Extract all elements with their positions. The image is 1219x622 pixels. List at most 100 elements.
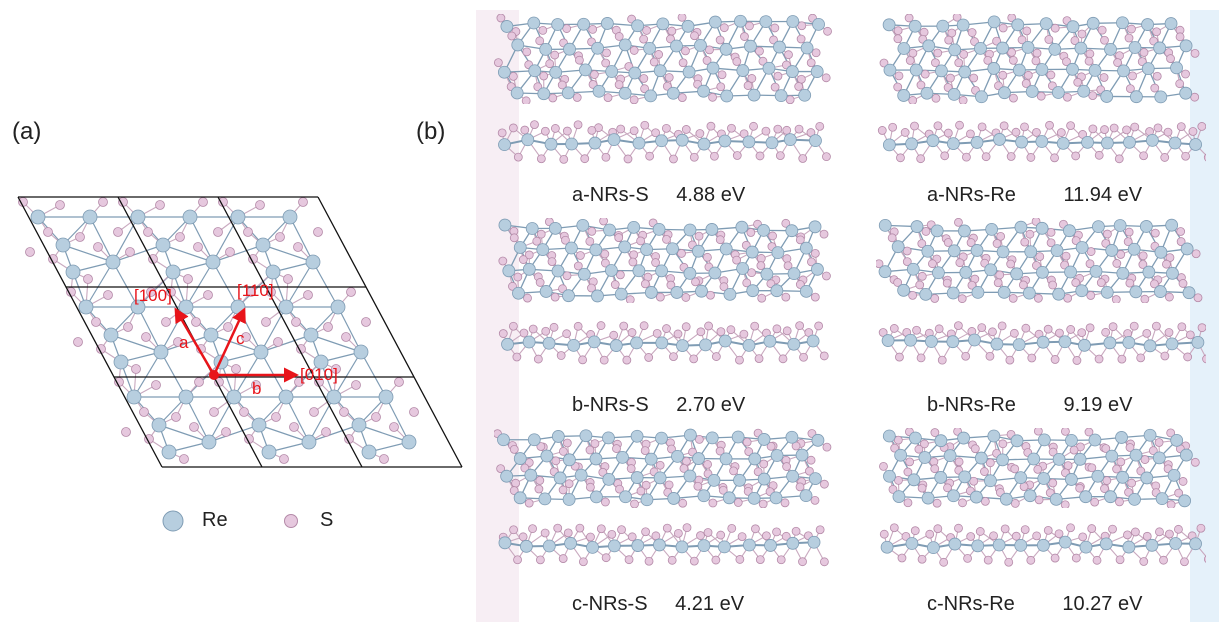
s-atom [954,457,964,467]
re-atom [969,490,983,504]
s-atom [535,36,545,46]
bond [260,334,312,353]
re-atom [957,431,971,445]
s-atom [778,354,788,364]
s-atom [1183,352,1193,362]
re-atom [632,136,646,150]
s-atom [718,485,728,495]
re-atom [1122,336,1136,349]
s-atom [524,498,534,508]
re-atom [934,434,948,448]
s-atom [572,93,582,102]
s-atom [651,128,661,138]
re-atom [1122,540,1136,554]
s-atom [629,126,639,136]
s-atom [321,427,331,437]
s-atom [696,531,705,540]
s-atom [810,495,820,505]
s-atom [1136,353,1146,363]
re-atom [736,64,750,77]
re-atom [773,40,786,54]
s-atom [1166,54,1175,63]
re-atom [936,19,950,33]
s-atom [173,337,183,347]
s-atom [1009,93,1018,103]
caption-c-nrs-re: c-NRs-Re 10.27 eV [927,593,1142,616]
s-atom [1124,227,1134,237]
s-atom [331,364,341,374]
left-highlight-strip [476,10,519,622]
s-atom [1142,531,1152,541]
lattice-diagram: [100] [110] [010] a c b [17,196,463,468]
s-atom [1103,229,1112,239]
re-atom [652,222,666,236]
s-atom [727,523,737,533]
s-atom [1010,464,1020,474]
re-atom [1039,17,1053,31]
atom-layer [494,428,832,508]
s-atom [794,124,804,134]
s-atom [1109,123,1119,133]
s-atom [988,327,997,337]
s-atom [494,58,503,68]
s-atom [917,239,927,249]
s-atom [1032,531,1042,541]
re-atom [971,539,985,553]
re-atom [997,285,1011,299]
s-atom [534,484,544,494]
re-atom [807,535,821,549]
re-atom [305,254,321,270]
re-atom [551,18,565,31]
bond [360,351,387,398]
s-atom [113,227,123,237]
s-atom [291,317,301,327]
s-atom [639,74,649,83]
s-atom [681,293,691,302]
re-atom [562,493,576,506]
re-atom [958,65,972,79]
re-atom [607,539,621,553]
re-atom [513,491,527,505]
s-atom [549,322,559,332]
s-atom [1123,237,1133,247]
re-atom [1065,433,1078,447]
s-atom [1094,150,1104,160]
s-atom [954,58,964,68]
s-atom [768,231,777,241]
s-atom [623,154,633,164]
s-atom [966,129,975,139]
s-atom [753,467,763,477]
s-atom [213,227,223,237]
re-atom [653,538,666,552]
s-atom [1023,70,1033,80]
re-atom [734,14,747,28]
bond [208,396,235,443]
s-atom [599,218,608,226]
s-atom [1046,238,1056,248]
re-atom [1091,469,1105,483]
s-atom [1087,524,1097,533]
re-atom [539,42,553,56]
re-atom [1052,287,1066,301]
s-atom [550,292,560,302]
re-atom [968,333,981,347]
s-atom [962,152,971,162]
bond [312,261,339,308]
re-atom [1141,18,1154,31]
s-atom [25,247,35,257]
s-atom [1033,428,1043,436]
s-atom [625,295,635,303]
s-atom [103,290,113,300]
re-atom [1166,266,1179,280]
s-atom [339,407,349,417]
re-atom [799,489,813,503]
re-atom [527,16,541,30]
s-atom [1176,237,1186,246]
s-atom [562,329,572,339]
s-atom [1033,293,1043,303]
s-atom [590,70,599,79]
s-atom [784,50,793,60]
s-atom [998,439,1008,449]
s-atom [652,329,662,338]
s-atom [271,412,281,422]
